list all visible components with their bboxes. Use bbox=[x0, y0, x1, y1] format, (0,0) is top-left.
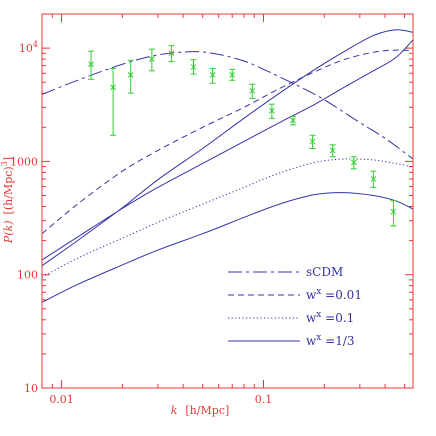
point-marker bbox=[390, 208, 397, 215]
point-marker bbox=[127, 72, 134, 78]
x-tick-label: 0.1 bbox=[255, 393, 273, 406]
legend-label-4: wx =1/3 bbox=[306, 333, 355, 348]
point-marker bbox=[290, 117, 296, 124]
data-point bbox=[127, 59, 134, 94]
point-marker bbox=[149, 56, 155, 62]
series-line-6 bbox=[41, 39, 414, 261]
y-tick-label: 10 bbox=[24, 382, 38, 395]
data-point bbox=[209, 68, 216, 84]
series-line-4 bbox=[41, 192, 414, 303]
point-marker bbox=[110, 84, 116, 91]
curves-layer bbox=[41, 29, 414, 303]
point-marker bbox=[249, 87, 256, 94]
point-marker bbox=[329, 147, 336, 154]
point-marker bbox=[190, 64, 197, 70]
data-point bbox=[148, 48, 155, 72]
data-point bbox=[110, 68, 117, 136]
point-marker bbox=[350, 159, 357, 166]
grid-layer: 0.01 0.1 10 100 1000 104 bbox=[10, 13, 413, 406]
data-point bbox=[190, 59, 197, 75]
x-tick-label: 0.01 bbox=[49, 393, 74, 406]
data-point bbox=[268, 103, 275, 119]
legend-label-1: sCDM bbox=[306, 265, 343, 279]
data-point bbox=[249, 83, 256, 99]
data-point bbox=[88, 50, 95, 80]
data-point bbox=[350, 156, 357, 170]
y-tick-label: 1000 bbox=[10, 155, 38, 168]
point-marker bbox=[168, 50, 175, 57]
series-line-2 bbox=[41, 49, 414, 235]
series-line-1 bbox=[41, 51, 414, 160]
legend-label-3: wx =0.1 bbox=[306, 310, 354, 325]
legend-label-2: wx =0.01 bbox=[306, 287, 362, 302]
data-point bbox=[309, 134, 316, 149]
point-marker bbox=[229, 72, 236, 78]
y-axis-title: P(k)[(h/Mpc)3] bbox=[0, 157, 15, 244]
plot-frame bbox=[41, 13, 414, 389]
y-tick-label: 104 bbox=[19, 40, 38, 55]
data-point bbox=[370, 170, 377, 188]
point-marker bbox=[370, 176, 377, 182]
data-point bbox=[290, 115, 297, 126]
y-tick-label: 100 bbox=[17, 269, 38, 282]
data-point bbox=[168, 45, 175, 63]
legend: sCDM wx =0.01 wx =0.1 wx =1/3 bbox=[228, 265, 362, 348]
points-layer bbox=[88, 45, 397, 227]
point-marker bbox=[88, 61, 94, 68]
x-axis-title: k [h/Mpc] bbox=[171, 404, 230, 417]
point-marker bbox=[269, 107, 275, 114]
point-marker bbox=[309, 138, 316, 145]
data-point bbox=[229, 68, 236, 81]
series-line-5 bbox=[41, 29, 414, 267]
point-marker bbox=[209, 72, 216, 78]
series-line-3 bbox=[41, 158, 414, 278]
data-point bbox=[329, 144, 336, 158]
data-point bbox=[390, 200, 397, 227]
